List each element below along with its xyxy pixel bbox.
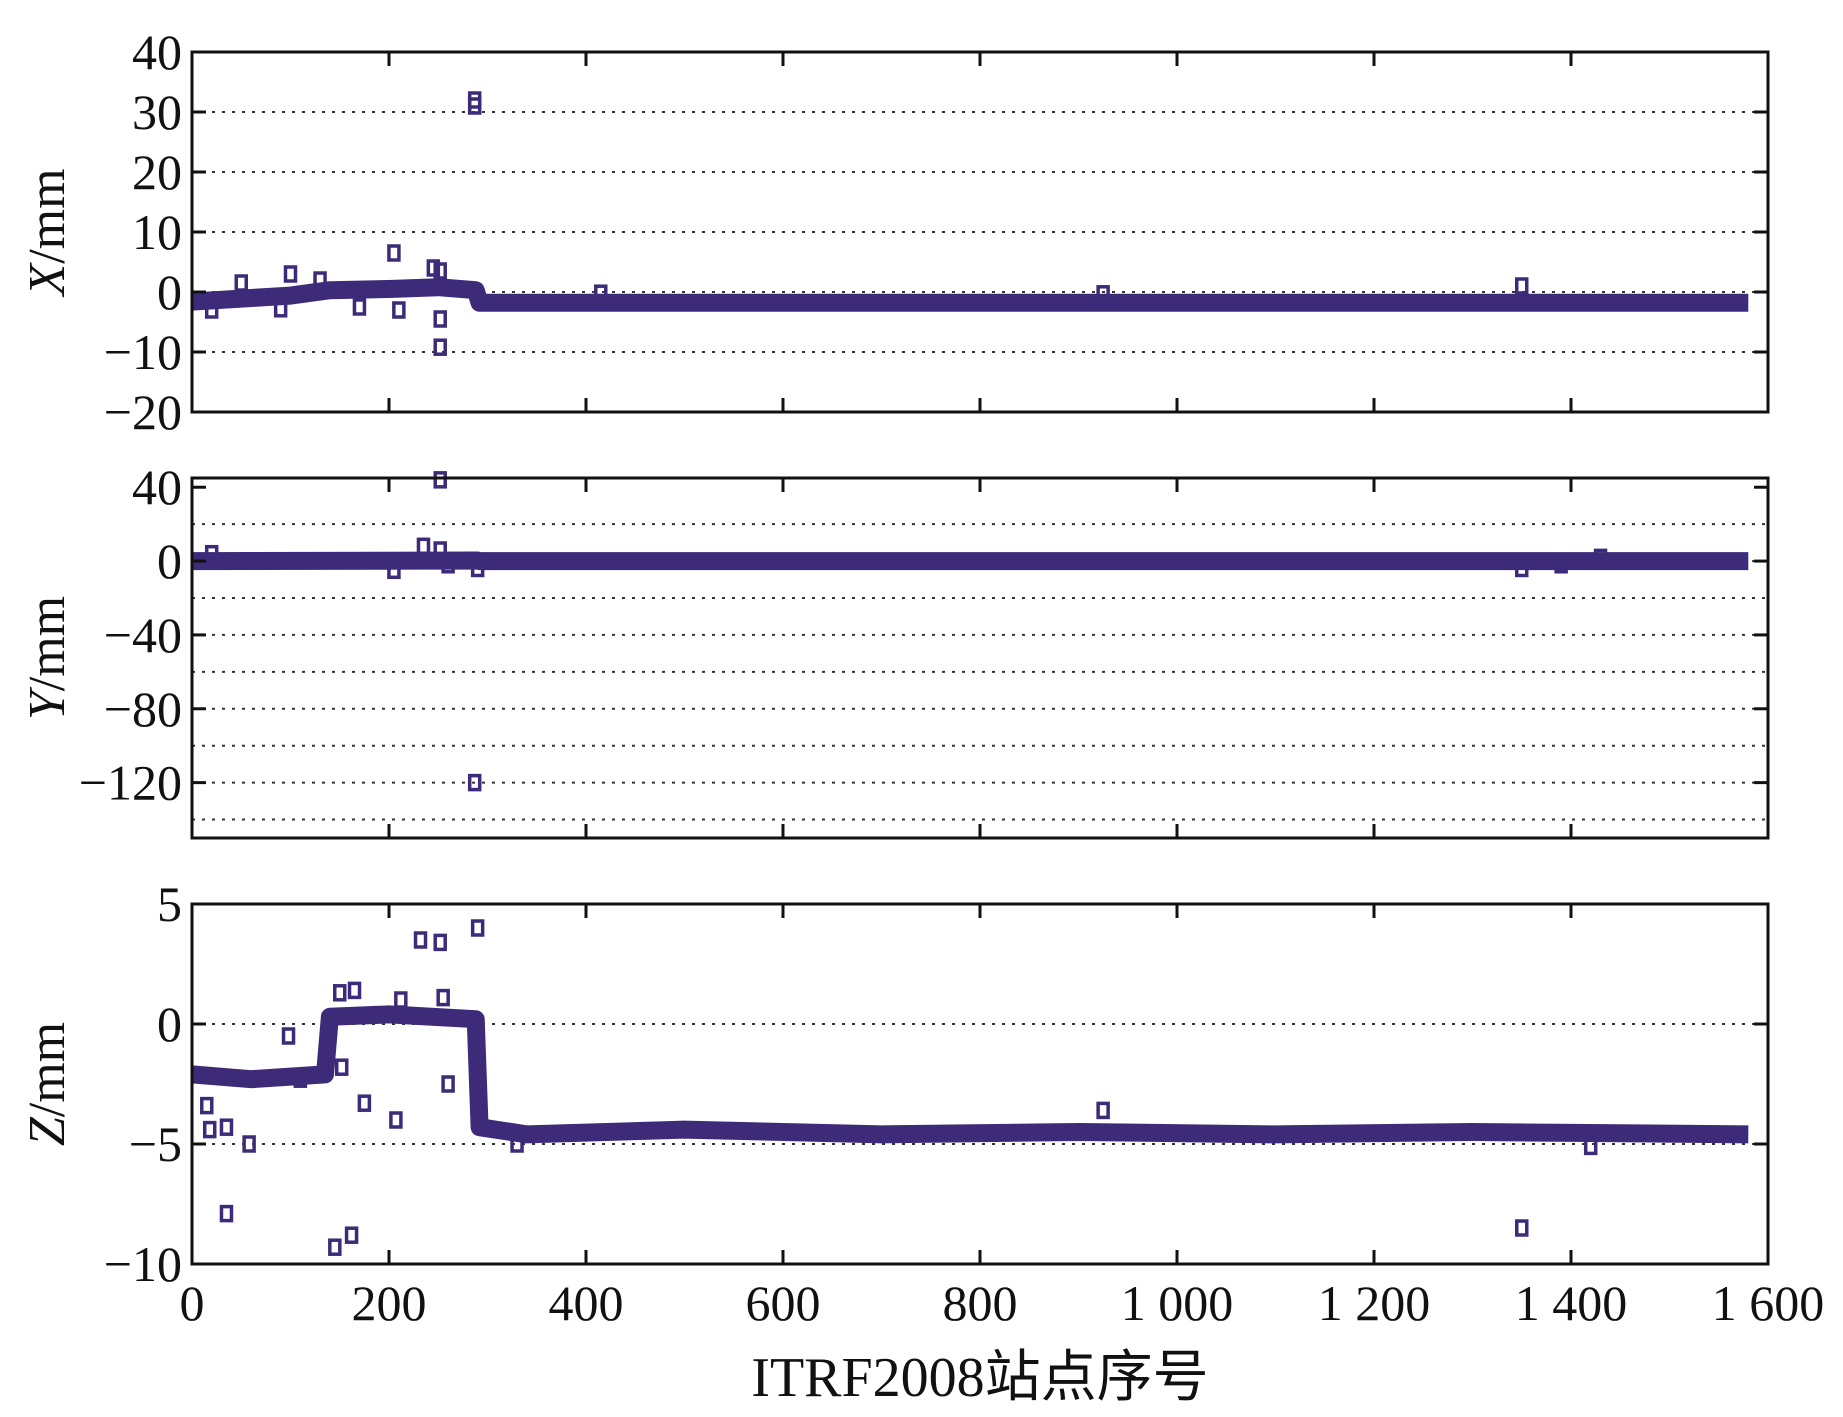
y-tick-label-x: 0 (157, 264, 182, 320)
data-point-x (433, 310, 447, 328)
data-point-x (352, 298, 367, 316)
data-point-z (219, 1204, 234, 1223)
y-tick-label-y: −40 (104, 607, 182, 663)
y-tick-label-x: 20 (132, 144, 182, 200)
plot-frame-y (190, 476, 1770, 840)
y-tick-label-x: 30 (132, 84, 182, 140)
data-point-y (467, 773, 482, 792)
y-tick-label-y: 40 (132, 459, 182, 515)
data-point-y (441, 556, 455, 574)
data-point-z (1583, 1137, 1598, 1156)
data-point-x (387, 244, 401, 262)
y-tick-label-z: 5 (157, 876, 182, 932)
data-point-y (387, 561, 401, 580)
y-tick-label-x: −20 (104, 384, 182, 440)
data-point-z (347, 981, 362, 1000)
data-point-x (273, 300, 288, 318)
data-point-x (433, 338, 447, 356)
y-axis-label-z: Z/mm (19, 1022, 76, 1146)
y-axis-label-y: Y/mm (19, 596, 76, 720)
data-band-y (191, 551, 1749, 571)
plot-frame-x (190, 50, 1770, 414)
x-axis-label: ITRF2008站点序号 (751, 1347, 1208, 1409)
x-tick-label: 600 (746, 1275, 821, 1331)
data-point-y (1515, 559, 1529, 578)
panel-z: 5 0 −5 −10 Z/mm (19, 876, 1770, 1292)
x-tick-label: 1 200 (1318, 1275, 1431, 1331)
data-point-z (328, 1238, 342, 1256)
data-point-z (357, 1094, 372, 1112)
data-point-z (200, 1096, 214, 1115)
data-point-y (204, 544, 219, 563)
y-axis-label-x: X/mm (19, 168, 76, 297)
data-point-x (467, 97, 482, 115)
data-point-x (283, 265, 298, 283)
data-point-y (470, 559, 485, 578)
data-point-x (204, 301, 219, 319)
data-point-z (413, 931, 428, 949)
x-tick-label: 800 (943, 1275, 1018, 1331)
data-point-z (441, 1075, 455, 1093)
data-point-x (234, 274, 248, 292)
data-point-z (1515, 1219, 1529, 1237)
data-point-x (392, 301, 406, 319)
data-point-y (433, 541, 447, 559)
plot-frame-z (190, 902, 1770, 1266)
data-point-y (1554, 556, 1568, 574)
y-tick-label-z: −5 (129, 1116, 182, 1172)
x-tick-label: 0 (180, 1275, 205, 1331)
data-point-x (426, 259, 441, 277)
data-band-x (191, 278, 1749, 312)
y-tick-label-x: 40 (132, 24, 182, 80)
data-point-z (394, 991, 408, 1009)
data-point-y (416, 537, 431, 556)
data-point-z (344, 1226, 359, 1244)
y-tick-label-x: 10 (132, 204, 182, 260)
data-point-z (470, 1051, 485, 1069)
x-tick-label: 400 (549, 1275, 624, 1331)
y-tick-label-x: −10 (104, 324, 182, 380)
data-point-y (1593, 548, 1608, 567)
y-tick-label-y: −80 (104, 681, 182, 737)
data-point-x (1096, 285, 1110, 303)
data-band-z (191, 1005, 1749, 1144)
data-point-z (242, 1135, 256, 1153)
y-tick-label-z: −10 (104, 1236, 182, 1292)
data-point-y (433, 471, 447, 489)
data-point-z (334, 1058, 349, 1076)
data-point-x (1515, 277, 1529, 295)
data-point-z (389, 1111, 403, 1129)
data-point-z (219, 1118, 234, 1136)
x-tick-label: 200 (352, 1275, 427, 1331)
data-point-z (1096, 1101, 1110, 1120)
data-point-x (313, 271, 327, 289)
y-tick-label-z: 0 (157, 996, 182, 1052)
data-point-z (470, 919, 485, 937)
data-point-z (202, 1120, 217, 1139)
data-point-z (333, 984, 347, 1002)
y-tick-label-y: 0 (157, 533, 182, 589)
data-point-x (594, 284, 608, 302)
x-tick-label: 1 000 (1121, 1275, 1234, 1331)
data-point-z (281, 1027, 296, 1045)
data-point-z (510, 1135, 524, 1153)
data-point-z (436, 988, 450, 1007)
data-point-x (433, 262, 447, 280)
y-tick-label-y: −120 (79, 755, 182, 811)
data-point-z (433, 933, 447, 952)
data-point-z (293, 1070, 308, 1088)
x-tick-label: 1 600 (1712, 1275, 1825, 1331)
x-tick-label: 1 400 (1515, 1275, 1628, 1331)
